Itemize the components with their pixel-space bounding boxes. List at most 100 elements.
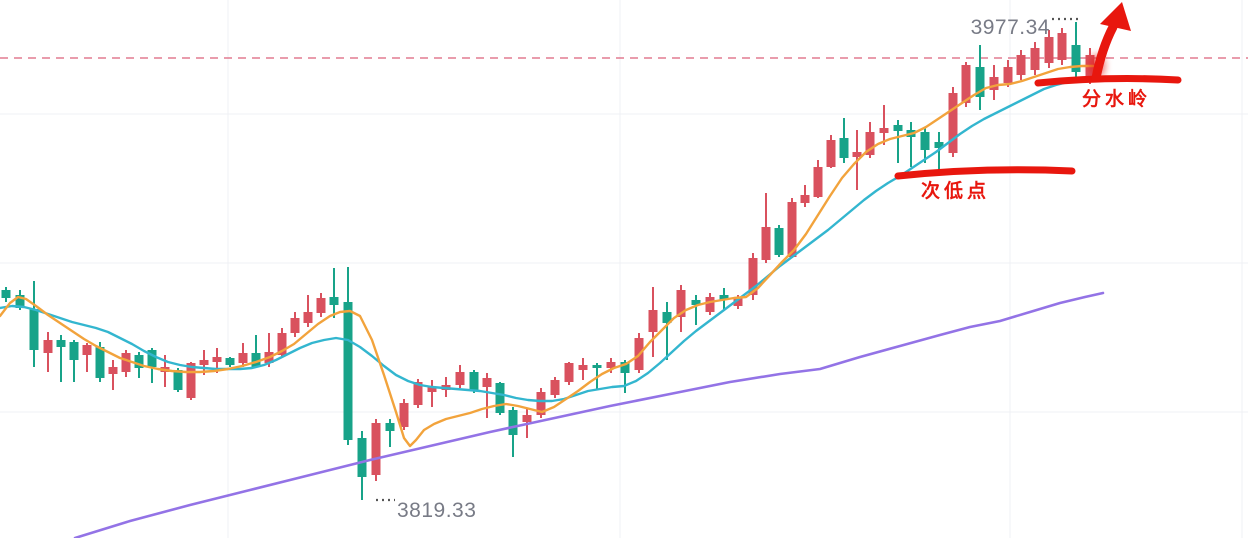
candle (1016, 50, 1026, 80)
candle (508, 407, 518, 457)
candle-body (620, 362, 630, 373)
candle (839, 118, 849, 163)
candle-body (948, 93, 958, 153)
candle (564, 362, 574, 385)
candle-body (15, 295, 25, 308)
hand-drawn-annotations (894, 2, 1182, 180)
candle-body (748, 258, 758, 295)
candle-body (1003, 67, 1013, 83)
candle-body (705, 297, 715, 312)
candle-body (482, 378, 492, 387)
candle-body (1071, 45, 1081, 72)
candle-body (975, 67, 985, 97)
candle (774, 225, 784, 257)
candle (1044, 30, 1054, 68)
swing-low-price-label: 3819.33 (397, 499, 477, 522)
candle-body (371, 423, 381, 475)
candle-body (733, 298, 743, 306)
candle-body (469, 372, 479, 390)
candle (1030, 42, 1040, 75)
candle (662, 302, 672, 360)
candle-body (536, 392, 546, 415)
candle-body (865, 132, 875, 155)
candle-body (212, 357, 222, 362)
candle (495, 382, 505, 415)
candle (455, 365, 465, 388)
candle-body (173, 370, 183, 390)
candle-body (719, 295, 729, 300)
candle-body (1, 290, 11, 298)
candle-body (893, 125, 903, 131)
candle (705, 293, 715, 315)
candle (43, 332, 53, 372)
candle (482, 373, 492, 418)
candle-body (800, 195, 810, 203)
candle (948, 87, 958, 157)
candle-body (813, 167, 823, 197)
candle-body (343, 302, 353, 440)
candle (329, 268, 339, 318)
up-arrow-shaft (1091, 22, 1118, 83)
candle-body (29, 309, 39, 350)
moving-average-lines (0, 64, 1105, 538)
candle-body (385, 423, 395, 431)
swing-high-price-label: 3977.34 (970, 16, 1050, 39)
secondary-low-support-line (894, 166, 1076, 180)
candle-body (186, 363, 196, 398)
connector-dots (376, 17, 1080, 502)
candle-body (606, 362, 616, 368)
candle-body (95, 347, 105, 378)
candle (800, 185, 810, 207)
candle (316, 293, 326, 317)
candle-body (592, 365, 602, 368)
candle (303, 295, 313, 327)
candle-body (134, 355, 144, 368)
candle (385, 419, 395, 447)
up-arrow-icon (1100, 2, 1131, 31)
candle-body (495, 383, 505, 413)
ma-line-orange (0, 64, 1095, 448)
candle (906, 122, 916, 167)
candle-body (961, 65, 971, 103)
candle-body (43, 340, 53, 353)
candle (1071, 22, 1081, 78)
candle-body (522, 415, 532, 422)
candle-body (329, 297, 339, 305)
watershed-support-line (1034, 75, 1182, 87)
candle-body (413, 382, 423, 405)
candle (186, 362, 196, 400)
watershed-annotation-label: 分水岭 (1082, 89, 1152, 110)
candle-body (108, 367, 118, 374)
candle (550, 377, 560, 398)
candle-body (787, 202, 797, 257)
candle-body (989, 77, 999, 90)
candle (648, 287, 658, 357)
candle (121, 350, 131, 377)
candle-body (879, 128, 889, 133)
candle-body (676, 290, 686, 317)
candle-body (852, 152, 862, 157)
candle (371, 419, 381, 481)
candle-body (774, 228, 784, 255)
candle-body (399, 403, 409, 427)
candle-body (761, 227, 771, 260)
candle-body (316, 298, 326, 313)
candle (934, 132, 944, 172)
candle (975, 45, 985, 110)
candle (813, 160, 823, 198)
candle-body (290, 318, 300, 333)
candle-body (303, 312, 313, 323)
candle-body (662, 312, 672, 323)
candle (238, 343, 248, 367)
candle (357, 431, 367, 500)
candle (69, 340, 79, 382)
candle (536, 388, 546, 418)
candle-body (357, 438, 367, 477)
candle-body (691, 300, 701, 305)
candle (469, 370, 479, 393)
candle-body (121, 353, 131, 372)
candle (1057, 28, 1067, 65)
